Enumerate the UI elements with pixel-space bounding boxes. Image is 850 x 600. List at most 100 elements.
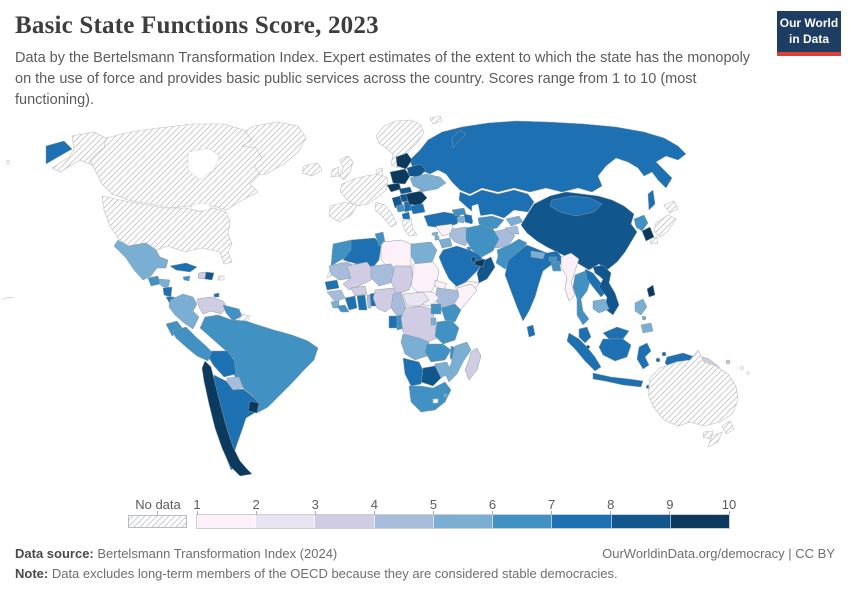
country-armenia[interactable]: [456, 215, 465, 224]
country-japan-hokkaido[interactable]: [663, 200, 679, 214]
country-solomon-islands[interactable]: [740, 366, 744, 370]
country-romania[interactable]: [405, 190, 428, 207]
country-bulgaria[interactable]: [409, 203, 426, 215]
country-oman[interactable]: [476, 256, 496, 284]
country-indonesia-sulawesi[interactable]: [636, 342, 652, 370]
country-eswatini[interactable]: [443, 393, 448, 398]
legend-segment-4–5[interactable]: [374, 515, 434, 528]
country-new-zealand-north[interactable]: [721, 420, 735, 435]
country-rwanda-burundi[interactable]: [430, 317, 437, 326]
owid-logo[interactable]: Our World in Data: [777, 11, 841, 56]
legend-segment-2–3[interactable]: [256, 515, 316, 528]
country-greece[interactable]: [401, 218, 418, 237]
country-bangladesh[interactable]: [550, 260, 562, 272]
legend-no-data-swatch[interactable]: [128, 515, 187, 528]
country-uae[interactable]: [474, 258, 486, 268]
country-ivory-coast[interactable]: [344, 295, 358, 311]
country-albania-north-macedonia[interactable]: [401, 211, 411, 220]
country-somalia[interactable]: [452, 283, 478, 315]
country-azerbaijan[interactable]: [463, 213, 475, 225]
country-indonesia-sumatra[interactable]: [566, 332, 602, 372]
country-kazakhstan[interactable]: [458, 189, 535, 219]
country-liberia[interactable]: [336, 304, 350, 313]
legend-segment-9–10[interactable]: [670, 515, 729, 528]
country-kyrgyzstan[interactable]: [505, 215, 524, 227]
country-ghana[interactable]: [356, 294, 368, 311]
country-jordan[interactable]: [438, 237, 453, 249]
country-madagascar[interactable]: [464, 347, 482, 381]
country-chad[interactable]: [390, 265, 414, 295]
country-poland[interactable]: [389, 168, 411, 185]
country-mali[interactable]: [342, 261, 374, 291]
owid-url-link[interactable]: OurWorldinData.org/democracy | CC BY: [602, 546, 835, 561]
country-scandinavia[interactable]: [375, 119, 425, 169]
country-guinea[interactable]: [326, 289, 346, 303]
country-honduras[interactable]: [158, 278, 171, 289]
country-venezuela[interactable]: [196, 296, 228, 315]
country-czechia[interactable]: [386, 182, 402, 193]
country-bhutan[interactable]: [548, 256, 558, 263]
country-western-europe[interactable]: [339, 173, 389, 207]
country-jamaica[interactable]: [182, 275, 191, 282]
country-ukraine[interactable]: [409, 173, 447, 192]
country-india[interactable]: [504, 244, 564, 322]
country-central-african-republic[interactable]: [402, 291, 430, 307]
country-russia[interactable]: [409, 120, 687, 195]
country-colombia[interactable]: [168, 293, 200, 330]
country-china[interactable]: [520, 191, 638, 271]
country-kenya[interactable]: [440, 303, 462, 323]
country-myanmar[interactable]: [560, 252, 580, 302]
country-saudi-arabia[interactable]: [438, 245, 485, 288]
country-png-new-britain[interactable]: [725, 359, 731, 365]
country-vietnam[interactable]: [592, 264, 620, 316]
country-ireland[interactable]: [330, 166, 340, 178]
country-cyprus[interactable]: [431, 231, 439, 237]
legend-no-data[interactable]: No data: [128, 497, 188, 528]
country-malaysia-peninsula[interactable]: [578, 326, 592, 344]
country-iran[interactable]: [465, 224, 500, 258]
country-dominican-republic[interactable]: [204, 271, 215, 281]
country-nicaragua[interactable]: [162, 286, 173, 298]
country-nepal[interactable]: [530, 250, 546, 260]
country-sudan[interactable]: [410, 261, 440, 295]
country-russia-chukotka-wrap[interactable]: [45, 140, 73, 165]
country-dr-congo[interactable]: [400, 305, 438, 343]
country-svalbard[interactable]: [429, 115, 443, 125]
country-lesotho[interactable]: [432, 398, 439, 404]
country-iraq[interactable]: [448, 226, 472, 247]
country-spain-portugal[interactable]: [328, 201, 358, 223]
country-burkina-faso[interactable]: [350, 285, 368, 297]
country-belarus[interactable]: [406, 163, 427, 178]
country-zambia[interactable]: [424, 343, 452, 363]
country-senegal[interactable]: [324, 279, 340, 291]
country-tanzania[interactable]: [434, 319, 460, 345]
country-slovakia[interactable]: [398, 186, 413, 195]
country-uganda[interactable]: [430, 303, 442, 315]
country-uruguay[interactable]: [247, 400, 260, 414]
country-cuba[interactable]: [169, 262, 198, 273]
country-puerto-rico[interactable]: [217, 275, 225, 281]
country-indonesia-java[interactable]: [592, 372, 644, 388]
world-choropleth-map[interactable]: [0, 106, 850, 498]
country-south-korea[interactable]: [641, 226, 655, 242]
country-japan-honshu[interactable]: [653, 214, 677, 238]
country-mozambique[interactable]: [444, 341, 472, 383]
country-gabon[interactable]: [388, 315, 398, 329]
country-chile[interactable]: [201, 360, 253, 477]
country-japan-kyushu[interactable]: [649, 236, 659, 245]
country-south-africa[interactable]: [408, 381, 452, 413]
country-georgia[interactable]: [451, 207, 467, 217]
country-indonesia-maluku[interactable]: [655, 357, 661, 363]
country-guatemala[interactable]: [147, 275, 161, 287]
country-italy[interactable]: [374, 201, 398, 228]
country-angola[interactable]: [400, 333, 430, 361]
country-philippines-luzon[interactable]: [634, 298, 648, 316]
country-united-kingdom[interactable]: [338, 155, 354, 181]
country-mongolia[interactable]: [549, 195, 603, 217]
country-namibia[interactable]: [402, 357, 424, 387]
legend-segment-5–6[interactable]: [433, 515, 494, 528]
country-philippines-visayas[interactable]: [641, 315, 647, 321]
country-russia-novaya-zemlya[interactable]: [451, 129, 467, 149]
country-bolivia[interactable]: [208, 350, 237, 378]
legend-segment-7–8[interactable]: [552, 515, 612, 528]
